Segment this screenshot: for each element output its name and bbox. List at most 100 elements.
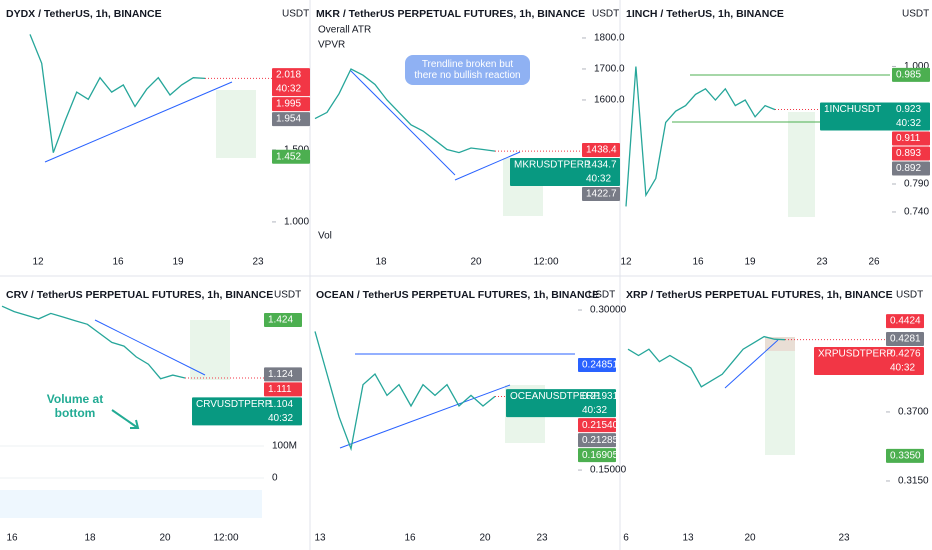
price-tag <box>272 68 310 97</box>
x-tick-label: 23 <box>838 533 850 544</box>
price-tag <box>264 367 302 382</box>
tag-value: 0.893 <box>896 148 921 159</box>
tag-value: 0.21285 <box>582 435 619 446</box>
price-tag <box>272 97 310 112</box>
tag-value: 1422.7 <box>586 189 617 200</box>
x-tick-label: 12:00 <box>533 257 558 268</box>
price-tag <box>510 158 620 187</box>
x-tick-label: 12 <box>620 257 632 268</box>
price-tag <box>578 357 616 372</box>
tag-timer: 40:32 <box>268 413 293 424</box>
price-line <box>627 335 786 388</box>
tag-symbol: 1INCHUSDT <box>824 104 881 115</box>
indicator-label: Overall ATR <box>318 25 371 36</box>
price-tag <box>264 382 302 397</box>
y-tick-label: 1.000 <box>284 217 309 228</box>
tag-value: 1.124 <box>268 369 293 380</box>
axis-unit: USDT <box>274 290 301 301</box>
price-tag <box>582 143 620 158</box>
price-line <box>314 331 496 452</box>
tag-value: 1.995 <box>276 99 301 110</box>
tag-value: 0.4276 <box>890 349 921 360</box>
price-tag <box>578 418 616 433</box>
y-tick-label: 0.3150 <box>898 476 929 487</box>
x-tick-label: 19 <box>744 257 756 268</box>
panel-title: 1INCH / TetherUS, 1h, BINANCE <box>626 8 784 20</box>
axis-unit: USDT <box>588 290 615 301</box>
position-box <box>765 337 795 455</box>
tag-value: 0.985 <box>896 69 921 80</box>
x-tick-label: 20 <box>744 533 756 544</box>
price-tag <box>578 433 616 448</box>
axis-unit: USDT <box>592 9 619 20</box>
trendline <box>724 339 779 389</box>
price-tag <box>272 149 310 164</box>
price-line <box>314 68 496 154</box>
tag-value: 1.104 <box>268 399 293 410</box>
axis-unit: USDT <box>902 9 929 20</box>
panel-title: OCEAN / TetherUS PERPETUAL FUTURES, 1h, … <box>316 289 599 301</box>
annotation-note: Volume at bottom <box>46 392 104 420</box>
tag-value: 2.018 <box>276 70 301 81</box>
tag-value: 1.111 <box>268 384 292 395</box>
trendline <box>349 69 456 176</box>
price-line <box>625 66 776 207</box>
price-tag <box>820 102 930 131</box>
panel-title: CRV / TetherUS PERPETUAL FUTURES, 1h, BI… <box>6 289 273 301</box>
price-tag <box>892 67 930 82</box>
tag-value: 0.892 <box>896 163 921 174</box>
tag-symbol: XRPUSDTPERP <box>818 349 893 360</box>
tag-timer: 40:32 <box>276 84 301 95</box>
panel-title: MKR / TetherUS PERPETUAL FUTURES, 1h, BI… <box>316 8 585 20</box>
volume-label: Vol <box>318 231 332 242</box>
x-tick-label: 19 <box>172 257 184 268</box>
annotation-arrow <box>111 409 140 429</box>
price-line <box>1 305 186 380</box>
position-box <box>216 90 256 158</box>
annotation-note-text: Volume at bottom <box>46 392 104 420</box>
panel-title: XRP / TetherUS PERPETUAL FUTURES, 1h, BI… <box>626 289 893 301</box>
tag-value: 0.16905 <box>582 450 619 461</box>
trendline <box>94 319 206 376</box>
tag-symbol: MKRUSDTPERP <box>514 160 591 171</box>
tag-value: 1.452 <box>276 151 301 162</box>
price-line <box>29 34 206 153</box>
y-tick-label: 0.15000 <box>590 465 627 476</box>
x-tick-label: 18 <box>375 257 387 268</box>
price-tag <box>892 146 930 161</box>
x-tick-label: 12:00 <box>213 533 238 544</box>
tag-value: 0.923 <box>896 104 921 115</box>
tag-timer: 40:32 <box>586 174 611 185</box>
y-tick-label: 1700.0 <box>594 64 625 75</box>
tag-value: 0.21931 <box>582 391 619 402</box>
tag-symbol: OCEANUSDTPERP <box>510 391 600 402</box>
price-tag <box>578 448 616 463</box>
y-tick-label: 0.30000 <box>590 305 627 316</box>
x-tick-label: 20 <box>159 533 171 544</box>
price-tag <box>892 161 930 176</box>
tag-timer: 40:32 <box>582 405 607 416</box>
x-tick-label: 23 <box>252 257 264 268</box>
volume-tick-label: 0 <box>272 473 278 484</box>
x-tick-label: 13 <box>314 533 326 544</box>
price-tag <box>886 332 924 347</box>
trendline <box>454 151 521 181</box>
indicator-pane <box>0 490 262 518</box>
price-tag <box>892 131 930 146</box>
tag-value: 0.24851 <box>582 360 619 371</box>
tag-value: 1434.7 <box>586 160 617 171</box>
x-tick-label: 20 <box>479 533 491 544</box>
tag-value: 0.3350 <box>890 451 921 462</box>
x-tick-label: 26 <box>868 257 880 268</box>
x-tick-label: 20 <box>470 257 482 268</box>
x-tick-label: 16 <box>692 257 704 268</box>
y-tick-label: 0.3700 <box>898 407 929 418</box>
axis-unit: USDT <box>282 9 309 20</box>
x-tick-label: 6 <box>623 533 629 544</box>
x-tick-label: 18 <box>84 533 96 544</box>
panel-title: DYDX / TetherUS, 1h, BINANCE <box>6 8 162 20</box>
trendline <box>339 384 511 449</box>
price-tag <box>506 389 616 418</box>
